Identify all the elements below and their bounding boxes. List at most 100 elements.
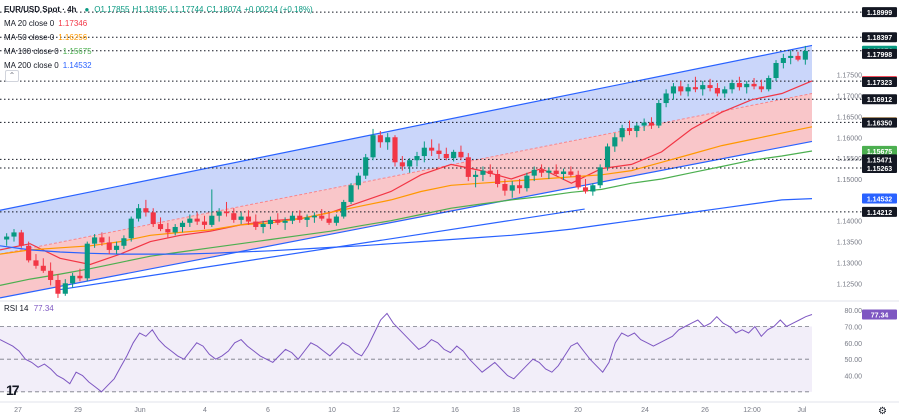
price-level-tag-text: 1.16350: [867, 121, 892, 128]
candle-body: [780, 57, 786, 63]
rsi-tick-label: 80.00: [844, 308, 862, 315]
candle-body: [341, 201, 347, 217]
candle-body: [392, 137, 398, 163]
rsi-value: 77.34: [33, 304, 54, 313]
candle-body: [157, 224, 164, 230]
market-status-dot: ●: [84, 5, 90, 14]
time-tick-label: 10: [328, 407, 336, 414]
candle-body: [319, 215, 325, 219]
price-level-tag-bg: [862, 145, 897, 156]
legend-ma20[interactable]: MA 20 close 0 1.17346: [4, 17, 316, 31]
price-level-tag: 1.17323: [862, 77, 897, 88]
candle-body: [326, 218, 332, 223]
candle-body: [590, 185, 596, 192]
candle-body: [194, 218, 200, 222]
candle-body: [121, 238, 127, 246]
time-tick-label: Jul: [798, 407, 807, 414]
candle-body: [253, 221, 259, 227]
candle-body: [788, 55, 794, 58]
time-tick-label: 12: [392, 407, 400, 414]
candle-body: [458, 151, 464, 158]
candle-body: [223, 211, 230, 214]
candle-body: [663, 93, 669, 104]
candle-body: [766, 78, 772, 90]
candle-body: [626, 128, 633, 132]
candle-body: [502, 184, 508, 191]
rsi-last-tag-text: 77.34: [871, 313, 889, 320]
candle-body: [802, 50, 808, 60]
candle-body: [795, 55, 801, 60]
ohlc-high: H1.18195: [132, 5, 168, 14]
candle-body: [260, 224, 266, 227]
candle-body: [597, 167, 603, 186]
time-tick-label: 16: [451, 407, 459, 414]
ohlc-close: C1.18074: [206, 5, 242, 14]
gear-icon[interactable]: ⚙: [878, 406, 887, 417]
candle-body: [304, 217, 310, 220]
time-tick-label: 12:00: [743, 407, 761, 414]
price-level-tag-bg: [862, 94, 897, 105]
candle-body: [451, 151, 457, 159]
ma-line-ma100: [0, 150, 813, 286]
time-tick-label: 24: [641, 407, 649, 414]
candle-body: [604, 146, 611, 168]
candle-body: [465, 157, 471, 177]
legend-ma50[interactable]: MA 50 close 0 1.16256: [4, 31, 316, 45]
ohlc-low: L1.17744: [170, 5, 204, 14]
time-tick-label: 6: [266, 407, 270, 414]
candle-body: [685, 87, 691, 92]
candle-body: [311, 215, 317, 218]
ma-line-ma20: [0, 80, 813, 266]
candle-body: [128, 218, 134, 239]
price-tick-label: 1.13500: [837, 240, 862, 247]
candle-body: [538, 169, 545, 173]
price-level-tag-text: 1.15471: [867, 157, 892, 164]
channel-lower-line: [0, 140, 813, 299]
legend-ma200[interactable]: MA 200 close 0 1.14532: [4, 59, 316, 73]
candle-body: [377, 135, 383, 143]
price-level-tag: 1.16912: [862, 94, 897, 105]
candle-body: [736, 83, 742, 88]
ma200-value: 1.14532: [62, 61, 92, 70]
candle-body: [370, 135, 376, 158]
candle-body: [245, 216, 252, 222]
candle-body: [575, 174, 581, 188]
price-level-tag-bg: [862, 32, 897, 43]
candle-body: [700, 85, 706, 90]
ma50-value: 1.16256: [58, 33, 88, 42]
symbol-title[interactable]: EUR/USD Spot · 4h: [4, 5, 77, 14]
candle-body: [201, 221, 208, 225]
candle-body: [773, 62, 779, 79]
ma-line-ma50: [0, 126, 813, 255]
price-level-tag: 1.14532: [862, 193, 897, 204]
rsi-tick-label: 70.00: [844, 325, 862, 332]
time-tick-label: 29: [74, 407, 82, 414]
candle-body: [480, 170, 486, 175]
price-tick-label: 1.13000: [837, 260, 862, 267]
candle-body: [150, 212, 156, 225]
candle-body: [179, 222, 186, 227]
rsi-tick-label: 60.00: [844, 341, 862, 348]
candle-body: [634, 125, 640, 132]
ohlc-change: +0.00214 (+0.18%): [244, 5, 313, 14]
price-level-tag: 1.15675: [862, 145, 897, 156]
legend-ma100[interactable]: MA 100 close 0 1.15675: [4, 45, 316, 59]
candle-body: [238, 216, 244, 220]
candle-body: [751, 83, 757, 87]
candle-body: [165, 229, 171, 233]
collapse-legend-chevron-icon[interactable]: ⌃: [5, 70, 19, 82]
candle-body: [429, 147, 435, 151]
candle-body: [84, 243, 90, 279]
price-level-tag: 1.15471: [862, 154, 897, 165]
price-level-tag: 1.18999: [862, 7, 897, 18]
price-level-tag-bg: [862, 117, 897, 128]
candle-body: [473, 174, 479, 177]
rsi-legend[interactable]: RSI 14 77.34: [4, 304, 54, 313]
candle-body: [26, 245, 32, 261]
candle-body: [487, 170, 493, 174]
channel-middle-line: [0, 92, 813, 255]
price-level-tag: 1.16350: [862, 117, 897, 128]
price-level-tag-text: 1.18397: [867, 35, 892, 42]
price-tick-label: 1.16500: [837, 114, 862, 121]
